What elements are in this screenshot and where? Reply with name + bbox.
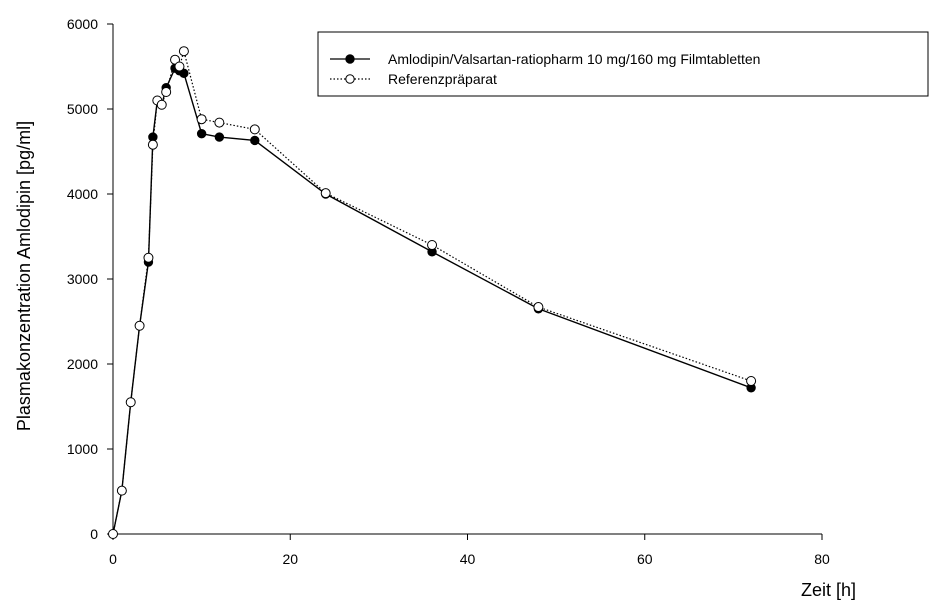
series-1-point-4 <box>143 252 154 263</box>
legend-marker-1 <box>345 74 355 84</box>
y-axis-label: Plasmakonzentration Amlodipin [pg/ml] <box>14 121 34 431</box>
x-tick-label-40: 40 <box>460 551 476 567</box>
series-0-point-14 <box>250 135 260 146</box>
series-0-point-12 <box>196 128 207 139</box>
y-ticks: 0 1000 2000 3000 4000 5000 6000 <box>67 16 113 542</box>
y-tick-label-3000: 3000 <box>67 271 98 287</box>
y-tick-label-0: 0 <box>90 526 98 542</box>
series-1-point-2 <box>125 397 136 408</box>
series-1-point-3 <box>134 320 145 331</box>
axes: 0 20 40 60 80 0 1000 2000 3000 4000 5000 6000 <box>67 16 830 567</box>
series-1-point-10 <box>174 61 185 72</box>
series-1-point-0 <box>108 529 118 539</box>
series-1-point-15 <box>320 188 331 199</box>
x-ticks: 0 20 40 60 80 <box>109 534 830 567</box>
legend-box <box>317 31 929 97</box>
legend-label-0: Amlodipin/Valsartan-ratiopharm 10 mg/160… <box>388 51 760 67</box>
legend-label-1: Referenzpräparat <box>388 71 497 87</box>
series-1-point-12 <box>196 114 207 125</box>
series-line-0 <box>112 67 752 535</box>
y-tick-label-5000: 5000 <box>67 101 98 117</box>
series-1-point-18 <box>746 376 757 386</box>
legend-marker-0 <box>345 54 355 64</box>
series-0-point-13 <box>214 132 225 142</box>
y-tick-label-2000: 2000 <box>67 356 98 372</box>
x-axis-label: Zeit [h] <box>801 580 856 600</box>
x-tick-label-60: 60 <box>637 551 653 567</box>
x-tick-label-0: 0 <box>109 551 117 567</box>
series-1-point-16 <box>427 240 438 250</box>
series-0-point-11 <box>179 68 189 79</box>
plot-area <box>108 46 757 539</box>
series-1-point-14 <box>249 124 260 135</box>
legend: Amlodipin/Valsartan-ratiopharm 10 mg/160… <box>317 31 929 97</box>
series-1-point-7 <box>156 99 167 110</box>
series-1-point-1 <box>116 485 127 496</box>
series-line-1 <box>112 48 752 535</box>
series-1-point-8 <box>161 87 172 97</box>
y-tick-label-6000: 6000 <box>67 16 98 32</box>
series-1-point-5 <box>147 139 158 150</box>
series-1-point-11 <box>178 46 189 57</box>
x-tick-label-80: 80 <box>814 551 830 567</box>
y-tick-label-4000: 4000 <box>67 186 98 202</box>
x-tick-label-20: 20 <box>282 551 298 567</box>
y-tick-label-1000: 1000 <box>67 441 98 457</box>
series-1-point-13 <box>214 117 225 128</box>
series-1-point-17 <box>533 302 544 313</box>
